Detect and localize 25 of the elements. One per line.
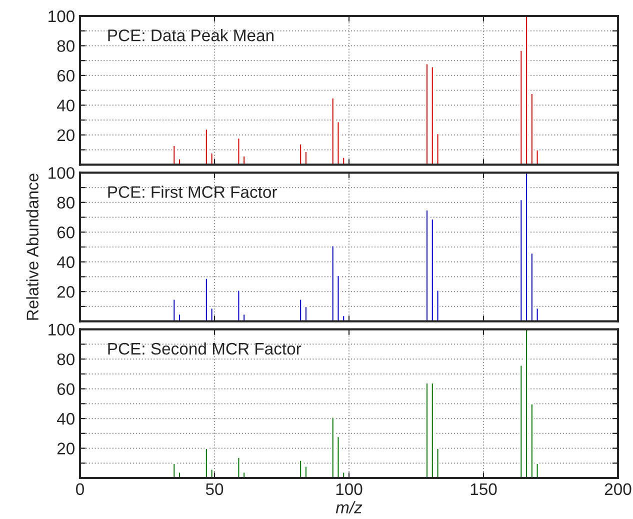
y-tick-label: 80 [57, 40, 74, 52]
y-tick-label: 20 [57, 286, 74, 298]
text: PCE: Second MCR Factor [108, 342, 302, 355]
y-tick-label: 100 [48, 10, 74, 22]
x-tick-label: 0 [76, 483, 84, 496]
y-tick-label: 40 [56, 256, 74, 268]
y-tick-label: 100 [48, 167, 74, 179]
y-tick-label: 40 [56, 100, 74, 112]
y-tick-label: 60 [57, 383, 74, 396]
text: PCE: Data Peak Mean [108, 29, 274, 42]
y-tick-label: 60 [57, 226, 74, 238]
y-tick-label: 20 [57, 129, 74, 142]
x-tick-label: 50 [206, 483, 224, 496]
x-tick-label: 200 [604, 483, 632, 496]
text: PCE: First MCR Factor [108, 186, 277, 198]
y-tick-label: 60 [57, 70, 74, 82]
y-tick-label: 80 [57, 353, 74, 366]
y-tick-label: 100 [48, 324, 74, 336]
x-axis-title: m/z [336, 501, 362, 514]
x-tick-label: 150 [470, 483, 497, 496]
y-tick-label: 40 [56, 412, 74, 425]
y-tick-label: 80 [57, 196, 74, 209]
y-axis-title: Relative Abundance [26, 174, 38, 320]
x-tick-label: 100 [336, 483, 362, 496]
y-tick-label: 20 [57, 442, 74, 454]
